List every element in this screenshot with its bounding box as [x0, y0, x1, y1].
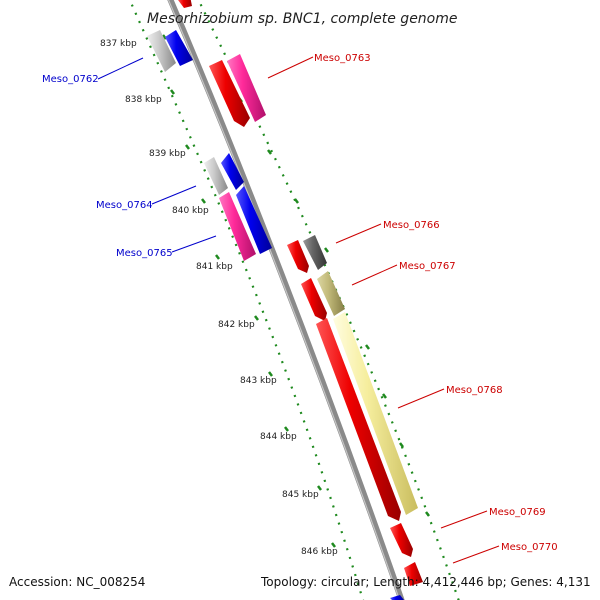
gene-arrow-0769-red: [390, 523, 413, 557]
gene-arrow-0766-dgray: [303, 235, 327, 270]
gene-label-meso-0763[interactable]: Meso_0763: [314, 53, 371, 64]
gene-arrow-0768-red: [316, 318, 401, 521]
gene-arrow-0768-yellow: [333, 312, 418, 515]
gene-arrow-0763-red: [209, 60, 250, 127]
reverse-gene-leaders: [97, 57, 217, 253]
gene-arrow-0765-blue: [236, 186, 272, 254]
gene-label-meso-0766[interactable]: Meso_0766: [383, 220, 440, 231]
gene-arrow-top-red: [178, 0, 192, 8]
tick-label-846: 846 kbp: [301, 547, 338, 557]
forward-gene-leaders: [267, 56, 500, 564]
gene-arrow-0770-red: [404, 562, 423, 586]
gene-label-meso-0764[interactable]: Meso_0764: [96, 200, 153, 211]
gene-label-meso-0765[interactable]: Meso_0765: [116, 248, 173, 259]
gene-arrow-0764-gray: [204, 157, 228, 195]
gene-label-meso-0769[interactable]: Meso_0769: [489, 507, 546, 518]
tick-label-838: 838 kbp: [125, 95, 162, 105]
tick-label-844: 844 kbp: [260, 432, 297, 442]
gene-label-meso-0768[interactable]: Meso_0768: [446, 385, 503, 396]
gene-arrow-0767-olive: [317, 271, 345, 316]
tick-label-841: 841 kbp: [196, 262, 233, 272]
accession-text: Accession: NC_008254: [9, 575, 145, 589]
gene-label-meso-0767[interactable]: Meso_0767: [399, 261, 456, 272]
gene-label-meso-0770[interactable]: Meso_0770: [501, 542, 558, 553]
gene-arrow-bottom-blue: [390, 595, 404, 600]
gene-arrow-0762-gray: [147, 30, 176, 72]
gene-arrow-0763-pink: [227, 54, 266, 122]
tick-label-845: 845 kbp: [282, 490, 319, 500]
gene-arrow-0766-red: [287, 240, 309, 273]
genome-summary-text: Topology: circular; Length: 4,412,446 bp…: [260, 575, 591, 589]
tick-label-842: 842 kbp: [218, 320, 255, 330]
genome-backbone-highlight: [167, 0, 401, 600]
gene-arrow-0767-red: [301, 278, 327, 321]
genome-backbone: [167, 0, 405, 600]
gene-arrow-0762-blue: [165, 30, 193, 66]
tick-label-839: 839 kbp: [149, 149, 186, 159]
tick-label-840: 840 kbp: [172, 206, 209, 216]
gene-arrow-0765-pink: [219, 192, 256, 261]
major-ticks: [162, 34, 430, 548]
gene-label-meso-0762[interactable]: Meso_0762: [42, 74, 99, 85]
tick-rail-left: [128, 0, 365, 600]
tick-label-843: 843 kbp: [240, 376, 277, 386]
map-title: Mesorhizobium sp. BNC1, complete genome: [147, 11, 458, 27]
tick-label-837: 837 kbp: [100, 39, 137, 49]
gene-arrow-0764-blue: [221, 153, 244, 190]
